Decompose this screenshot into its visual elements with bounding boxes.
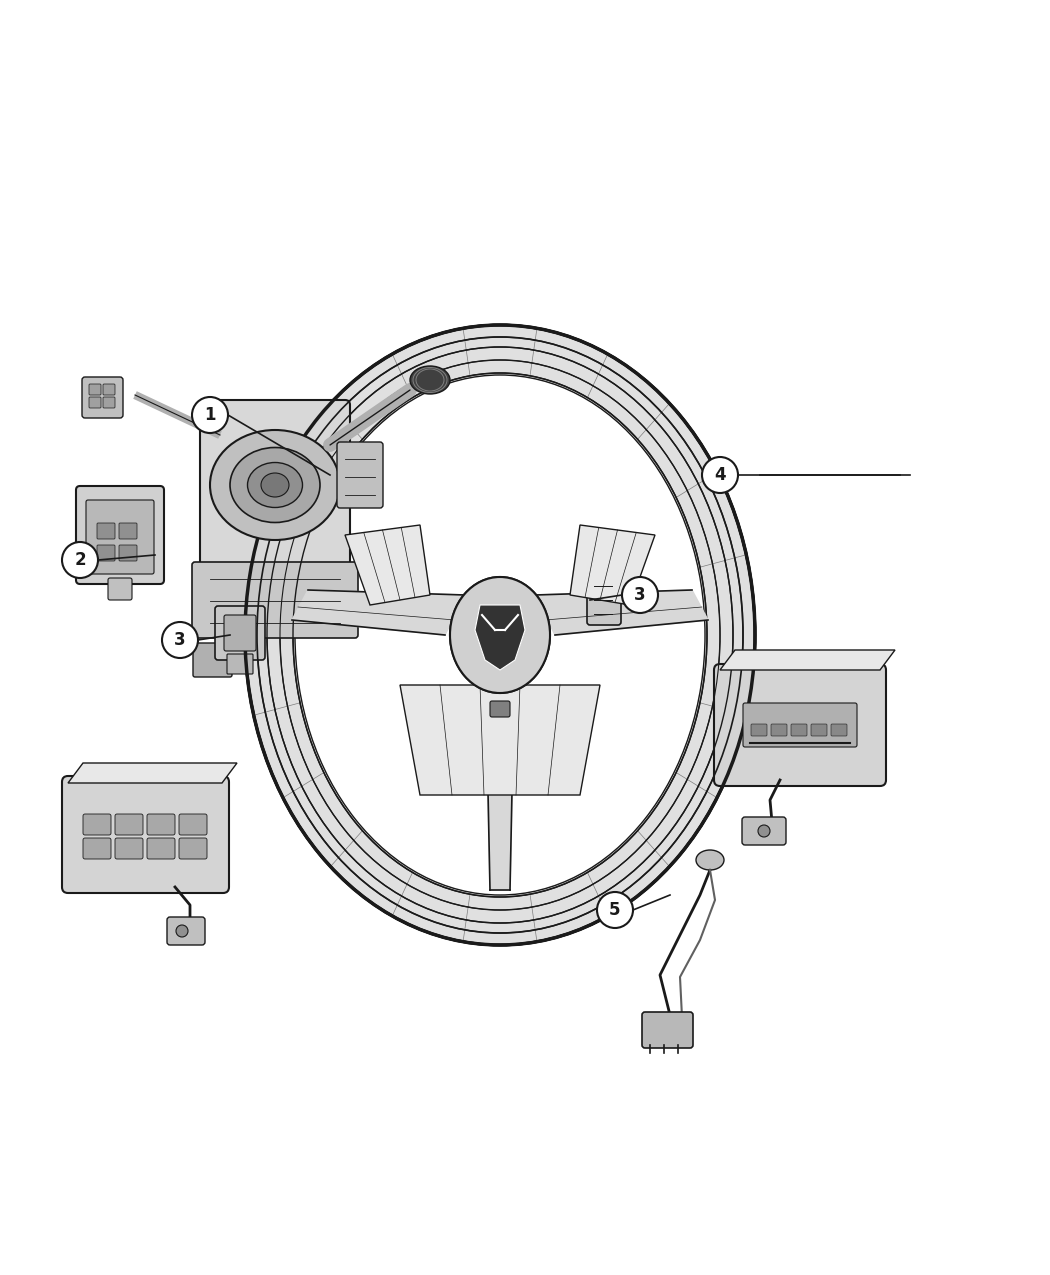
Polygon shape xyxy=(475,606,525,669)
FancyBboxPatch shape xyxy=(178,838,207,859)
Ellipse shape xyxy=(230,448,320,523)
Ellipse shape xyxy=(450,578,550,694)
Circle shape xyxy=(622,578,658,613)
Ellipse shape xyxy=(696,850,724,870)
FancyBboxPatch shape xyxy=(116,813,143,835)
FancyBboxPatch shape xyxy=(227,654,253,674)
FancyBboxPatch shape xyxy=(97,523,116,539)
Ellipse shape xyxy=(261,473,289,497)
Circle shape xyxy=(758,825,770,836)
FancyBboxPatch shape xyxy=(97,544,116,561)
Polygon shape xyxy=(400,685,600,796)
Ellipse shape xyxy=(210,430,340,541)
Ellipse shape xyxy=(248,463,302,507)
FancyBboxPatch shape xyxy=(587,575,621,625)
Polygon shape xyxy=(68,762,237,783)
Ellipse shape xyxy=(245,325,755,945)
Polygon shape xyxy=(570,525,655,606)
FancyBboxPatch shape xyxy=(86,500,154,574)
FancyBboxPatch shape xyxy=(89,384,101,395)
Text: 5: 5 xyxy=(609,901,621,919)
FancyBboxPatch shape xyxy=(147,813,175,835)
FancyBboxPatch shape xyxy=(200,400,350,570)
Text: 3: 3 xyxy=(174,631,186,649)
FancyBboxPatch shape xyxy=(337,442,383,507)
FancyBboxPatch shape xyxy=(103,384,116,395)
FancyBboxPatch shape xyxy=(193,643,232,677)
FancyBboxPatch shape xyxy=(178,813,207,835)
Text: 4: 4 xyxy=(714,465,726,484)
Circle shape xyxy=(62,542,98,578)
FancyBboxPatch shape xyxy=(83,813,111,835)
Circle shape xyxy=(702,456,738,493)
Circle shape xyxy=(597,892,633,928)
Polygon shape xyxy=(345,525,430,606)
Text: 3: 3 xyxy=(634,586,646,604)
FancyBboxPatch shape xyxy=(714,664,886,785)
FancyBboxPatch shape xyxy=(743,703,857,747)
FancyBboxPatch shape xyxy=(119,523,136,539)
Ellipse shape xyxy=(450,578,550,694)
FancyBboxPatch shape xyxy=(751,724,766,736)
FancyBboxPatch shape xyxy=(89,397,101,408)
Polygon shape xyxy=(292,590,465,635)
FancyBboxPatch shape xyxy=(742,817,786,845)
FancyBboxPatch shape xyxy=(642,1012,693,1048)
Ellipse shape xyxy=(410,366,450,394)
FancyBboxPatch shape xyxy=(215,606,265,660)
FancyBboxPatch shape xyxy=(83,838,111,859)
FancyBboxPatch shape xyxy=(831,724,847,736)
FancyBboxPatch shape xyxy=(811,724,827,736)
FancyBboxPatch shape xyxy=(167,917,205,945)
FancyBboxPatch shape xyxy=(771,724,788,736)
Ellipse shape xyxy=(245,325,755,945)
Polygon shape xyxy=(536,590,708,635)
FancyBboxPatch shape xyxy=(192,562,358,638)
Circle shape xyxy=(162,622,198,658)
Text: 2: 2 xyxy=(75,551,86,569)
FancyBboxPatch shape xyxy=(116,838,143,859)
FancyBboxPatch shape xyxy=(791,724,807,736)
FancyBboxPatch shape xyxy=(62,776,229,892)
Text: 1: 1 xyxy=(205,405,215,425)
FancyBboxPatch shape xyxy=(490,701,510,717)
Polygon shape xyxy=(486,694,514,890)
Ellipse shape xyxy=(295,375,705,895)
FancyBboxPatch shape xyxy=(224,615,256,652)
FancyBboxPatch shape xyxy=(76,486,164,584)
FancyBboxPatch shape xyxy=(119,544,136,561)
FancyBboxPatch shape xyxy=(147,838,175,859)
FancyBboxPatch shape xyxy=(108,578,132,601)
Circle shape xyxy=(192,397,228,434)
Circle shape xyxy=(176,924,188,937)
FancyBboxPatch shape xyxy=(103,397,116,408)
FancyBboxPatch shape xyxy=(82,377,123,418)
Polygon shape xyxy=(720,650,895,669)
